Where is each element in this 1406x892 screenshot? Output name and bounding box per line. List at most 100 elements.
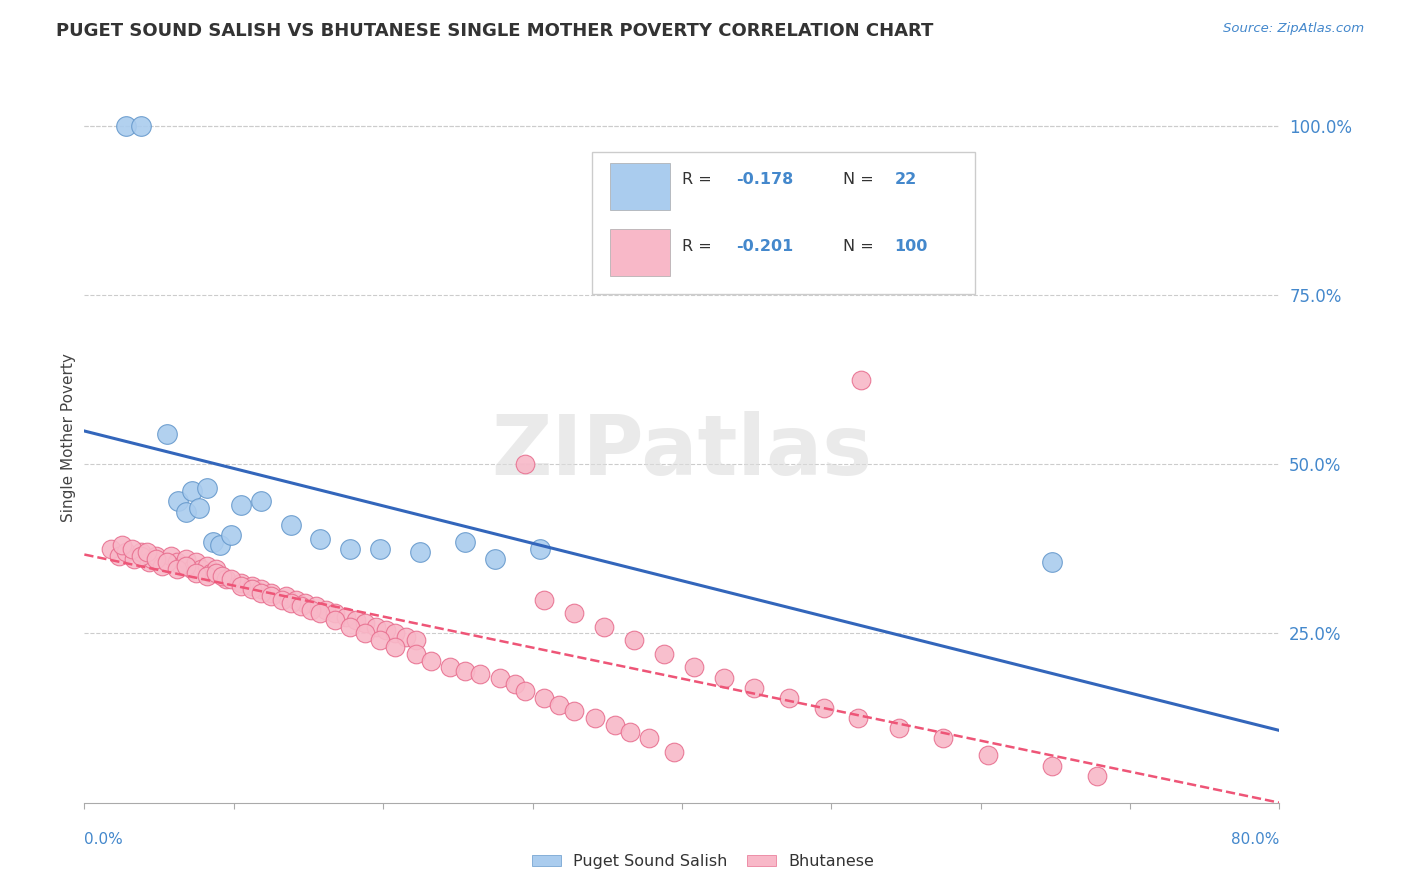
Point (174, 552, 197, 566)
Text: PUGET SOUND SALISH VS BHUTANESE SINGLE MOTHER POVERTY CORRELATION CHART: PUGET SOUND SALISH VS BHUTANESE SINGLE M… (56, 22, 934, 40)
Point (100, 541, 122, 556)
Point (713, 671, 735, 685)
Point (174, 558, 197, 573)
Point (339, 620, 361, 634)
Point (1042, 758, 1064, 772)
Point (325, 613, 347, 627)
Point (166, 562, 188, 576)
Point (155, 426, 177, 441)
Point (301, 603, 323, 617)
Point (454, 664, 477, 678)
Point (375, 623, 398, 637)
Point (305, 599, 328, 614)
Point (129, 549, 152, 563)
Point (335, 609, 357, 624)
Y-axis label: Single Mother Poverty: Single Mother Poverty (60, 352, 76, 522)
Point (174, 505, 197, 519)
Point (851, 372, 873, 386)
Point (145, 549, 167, 563)
Point (513, 684, 536, 698)
Point (150, 558, 173, 573)
FancyBboxPatch shape (610, 228, 671, 277)
Point (181, 562, 204, 576)
Point (170, 558, 193, 573)
Point (742, 681, 765, 695)
Point (1085, 769, 1108, 783)
Point (107, 549, 129, 563)
Point (219, 572, 242, 586)
Point (167, 494, 190, 508)
Point (593, 620, 616, 634)
Point (364, 620, 387, 634)
Point (564, 705, 586, 719)
Point (454, 535, 477, 549)
Point (470, 667, 492, 681)
Point (652, 647, 675, 661)
Point (274, 589, 297, 603)
Point (122, 552, 145, 566)
Point (1042, 555, 1064, 569)
Point (619, 724, 641, 739)
Text: -0.201: -0.201 (735, 239, 793, 254)
Point (368, 633, 391, 648)
Text: 22: 22 (894, 172, 917, 187)
Point (513, 457, 536, 471)
Point (280, 596, 302, 610)
Point (354, 616, 377, 631)
Text: 0.0%: 0.0% (84, 832, 124, 847)
Point (384, 626, 406, 640)
Point (155, 555, 177, 569)
Point (664, 745, 686, 759)
Point (315, 603, 337, 617)
Point (309, 532, 332, 546)
Text: N =: N = (844, 172, 879, 187)
Point (145, 552, 167, 566)
Point (115, 119, 138, 133)
Point (339, 541, 361, 556)
Point (121, 541, 143, 556)
Point (160, 549, 183, 563)
Point (529, 541, 551, 556)
Point (420, 654, 443, 668)
Point (484, 552, 506, 566)
Point (249, 494, 271, 508)
Point (564, 606, 586, 620)
Point (129, 545, 152, 559)
Text: Source: ZipAtlas.com: Source: ZipAtlas.com (1223, 22, 1364, 36)
Point (533, 592, 555, 607)
Point (209, 538, 232, 552)
Point (846, 711, 869, 725)
Point (195, 569, 218, 583)
Point (240, 582, 263, 597)
Point (249, 586, 271, 600)
Point (141, 552, 163, 566)
Point (186, 566, 208, 580)
Point (205, 566, 228, 580)
Point (260, 586, 283, 600)
Point (181, 484, 204, 499)
Point (583, 711, 606, 725)
Point (285, 592, 308, 607)
Point (623, 633, 645, 648)
Point (231, 579, 253, 593)
Point (155, 555, 177, 569)
Text: -0.178: -0.178 (735, 172, 793, 187)
Point (211, 569, 233, 583)
Point (190, 562, 212, 576)
Point (138, 555, 160, 569)
Point (354, 626, 377, 640)
Point (309, 606, 332, 620)
Point (683, 660, 706, 674)
Point (111, 538, 134, 552)
Point (779, 690, 801, 705)
Point (394, 630, 416, 644)
Point (186, 555, 208, 569)
Legend: Puget Sound Salish, Bhutanese: Puget Sound Salish, Bhutanese (526, 847, 880, 875)
Point (240, 579, 263, 593)
Point (166, 555, 188, 569)
Text: R =: R = (682, 239, 717, 254)
FancyBboxPatch shape (592, 152, 974, 294)
Point (384, 640, 406, 654)
Point (280, 518, 302, 533)
Point (813, 701, 835, 715)
